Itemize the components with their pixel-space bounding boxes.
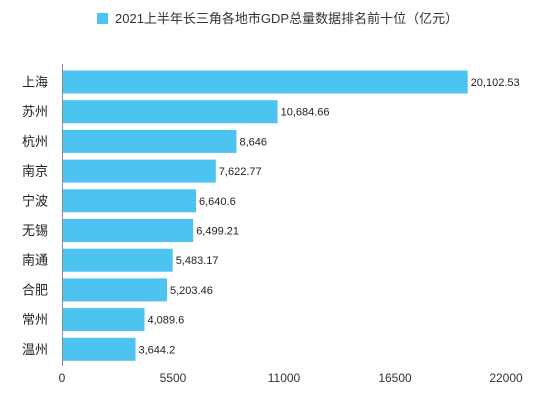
category-label: 温州 [22,342,48,357]
category-label: 南京 [22,164,48,179]
legend: 2021上半年长三角各地市GDP总量数据排名前十位（亿元） [97,11,458,26]
bar [62,70,468,94]
value-label: 3,644.2 [139,344,176,356]
category-label: 宁波 [22,193,48,208]
category-label: 苏州 [22,104,48,119]
legend-label: 2021上半年长三角各地市GDP总量数据排名前十位（亿元） [115,11,458,26]
x-axis: 0 5500 11000 16500 22000 [59,371,523,385]
x-tick-label: 22000 [489,371,523,385]
category-label: 常州 [22,312,48,327]
value-label: 5,483.17 [176,255,219,267]
bar [62,219,194,242]
bar [62,308,145,332]
legend-swatch [97,13,108,24]
bar [62,129,237,153]
bar [62,278,167,302]
category-label: 上海 [22,75,48,90]
bar [62,100,278,124]
plot-area: 上海 20,102.53 苏州 10,684.66 杭州 8,646 南京 7,622.77 宁… [22,64,520,366]
bar [62,248,173,272]
value-label: 8,646 [240,136,268,148]
x-tick-label: 11000 [268,371,301,385]
category-label: 南通 [22,253,48,268]
value-label: 6,640.6 [199,196,236,208]
value-label: 4,089.6 [148,315,185,327]
category-label: 杭州 [22,134,48,149]
value-label: 20,102.53 [471,77,520,89]
x-tick-label: 5500 [160,371,187,385]
bar [62,189,196,213]
category-label: 合肥 [22,282,48,297]
category-label: 无锡 [22,223,48,238]
value-label: 5,203.46 [170,285,213,297]
value-label: 10,684.66 [281,107,330,119]
x-tick-label: 16500 [378,371,412,385]
x-tick-label: 0 [59,371,66,385]
value-label: 6,499.21 [196,226,239,238]
bar [62,159,216,183]
bar [62,337,136,361]
value-label: 7,622.77 [219,166,262,178]
